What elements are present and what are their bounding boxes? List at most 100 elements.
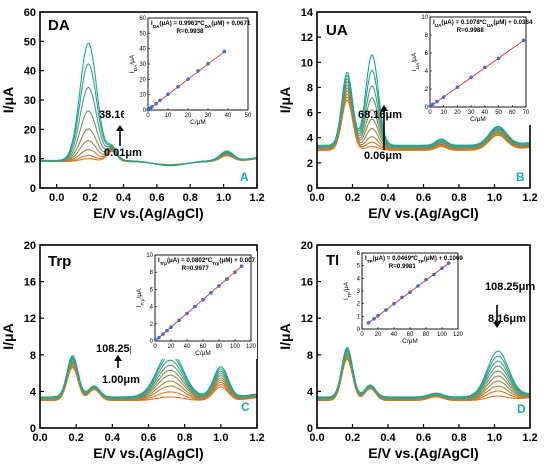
inset-y-tick-label: 1 xyxy=(357,314,361,320)
inset-data-point xyxy=(206,61,210,66)
curve-9 xyxy=(40,42,258,167)
inset-data-point xyxy=(441,95,446,99)
inset-data-point xyxy=(428,104,432,108)
inset-data-point xyxy=(366,320,371,325)
inset-data-point xyxy=(400,295,404,300)
panel-title: Trp xyxy=(48,253,71,270)
inset-y-tick-label: 0 xyxy=(425,105,429,111)
x-tick-label: 1.0 xyxy=(216,192,231,204)
y-tick-label: 0 xyxy=(30,183,36,195)
inset-y-tick-label: 0 xyxy=(150,339,154,345)
x-tick-label: 0.4 xyxy=(380,432,396,444)
inset-data-point xyxy=(177,318,181,323)
x-tick-label: 0.2 xyxy=(345,192,360,204)
inset-data-point xyxy=(416,284,420,288)
x-tick-label: 1.0 xyxy=(487,432,502,444)
inset-x-tick-label: 80 xyxy=(423,332,430,338)
y-tick-label: 8 xyxy=(307,350,313,362)
y-tick-label: 8 xyxy=(30,350,36,362)
x-tick-label: 0.8 xyxy=(177,432,192,444)
inset-r-value: R=0.9988 xyxy=(457,27,485,34)
inset-y-tick-label: 6 xyxy=(150,287,154,293)
inset-y-tick-label: 5 xyxy=(357,264,361,270)
inset-y-tick-label: 2 xyxy=(425,87,429,93)
inset-data-point xyxy=(446,261,451,265)
panel-ua: 0.0 0.2 0.4 0.6 0.8 1.0 1.2 0 2 4 6 8 10 12 14 E/V vs.(… xyxy=(277,7,538,221)
inset-data-point xyxy=(408,290,412,295)
inset-x-tick-label: 100 xyxy=(437,332,448,338)
concentration-arrow-head xyxy=(380,105,388,111)
inset-y-tick-label: 40 xyxy=(139,47,146,53)
inset-x-tick-label: 20 xyxy=(454,110,461,116)
inset-data-point xyxy=(521,38,526,43)
inset-x-label: C/μM xyxy=(470,116,486,123)
inset-x-tick-label: 30 xyxy=(205,113,212,119)
inset-r-value: R=0.9938 xyxy=(176,28,204,35)
x-tick-label: 1.0 xyxy=(487,192,502,204)
y-tick-label: 2 xyxy=(307,158,313,170)
curve-2 xyxy=(317,357,531,401)
inset-data-point xyxy=(435,99,439,104)
x-tick-label: 0.2 xyxy=(69,432,84,444)
inset-data-point xyxy=(483,65,487,70)
inset-y-tick-label: 50 xyxy=(139,31,146,37)
inset-data-point xyxy=(469,75,473,80)
y-tick-label: 4 xyxy=(307,386,314,398)
x-axis-label: E/V vs.(Ag/AgCl) xyxy=(93,205,203,221)
inset-data-point xyxy=(430,102,435,107)
inset-data-point xyxy=(376,313,380,318)
y-tick-label: 50 xyxy=(24,36,36,48)
inset-equation: ITrp(μA) = 0.0802*CTrp(μM) + 0.007 xyxy=(158,257,256,266)
panel-letter: B xyxy=(516,170,525,184)
inset-x-tick-label: 60 xyxy=(200,344,207,350)
inset-data-point xyxy=(165,328,169,333)
inset-y-tick-label: 8 xyxy=(150,270,154,276)
inset-r-value: R=0.9981 xyxy=(389,263,417,270)
panel-letter: A xyxy=(240,170,249,184)
y-tick-label: 20 xyxy=(24,240,36,252)
inset-data-point xyxy=(201,297,205,302)
inset-x-label: C/μM xyxy=(402,338,418,345)
inset-data-point xyxy=(169,325,173,330)
inset-data-point xyxy=(432,272,436,277)
x-tick-label: 0.0 xyxy=(49,192,64,204)
inset-data-point xyxy=(158,98,162,103)
y-tick-label: 10 xyxy=(301,57,313,69)
x-tick-label: 1.2 xyxy=(249,432,264,444)
voltammogram-curves xyxy=(317,347,531,402)
y-tick-label: 14 xyxy=(301,7,314,19)
panel-da: 0.0 0.2 0.4 0.6 0.8 1.0 1.2 0 10 20 30 40 50 60 E/V vs… xyxy=(0,7,265,221)
x-tick-label: 0.4 xyxy=(380,192,396,204)
inset-y-tick-label: 60 xyxy=(139,16,146,22)
inset-frame xyxy=(147,17,249,111)
calibration-inset: 0 10 20 30 40 50 0 10 20 30 40 50 60 IDA(μA) = 0.9963… xyxy=(124,14,254,128)
inset-data-point xyxy=(153,338,158,342)
inset-y-tick-label: 6 xyxy=(357,251,361,257)
x-tick-label: 1.2 xyxy=(249,192,264,204)
inset-y-label: ITP/μA xyxy=(343,281,353,300)
inset-x-tick-label: 120 xyxy=(453,332,464,338)
y-tick-label: 8 xyxy=(307,82,313,94)
x-tick-label: 0.6 xyxy=(416,432,431,444)
calibration-inset: 0 20 40 60 80 100 120 0 2 4 6 8 10 ITrp(μA) = 0.0802*… xyxy=(131,251,257,359)
x-tick-label: 1.0 xyxy=(213,432,228,444)
inset-data-point xyxy=(154,101,158,106)
inset-data-point xyxy=(392,301,396,306)
inset-y-tick-label: 4 xyxy=(425,69,429,75)
y-tick-label: 0 xyxy=(307,183,313,195)
inset-y-tick-label: 3 xyxy=(357,289,361,295)
inset-x-tick-label: 40 xyxy=(391,332,398,338)
inset-data-point xyxy=(157,335,161,340)
inset-y-tick-label: 2 xyxy=(150,322,154,328)
x-tick-label: 0.0 xyxy=(309,432,324,444)
x-tick-label: 0.8 xyxy=(451,192,466,204)
y-tick-label: 40 xyxy=(24,66,36,78)
inset-x-tick-label: 50 xyxy=(495,110,502,116)
inset-y-tick-label: 20 xyxy=(139,77,146,83)
inset-equation: IUA(μA) = 0.1078*CUA(μM) + 0.0364 xyxy=(433,19,533,28)
concentration-arrow-head xyxy=(116,125,124,131)
inset-data-point xyxy=(186,77,190,81)
inset-data-point xyxy=(193,304,197,309)
